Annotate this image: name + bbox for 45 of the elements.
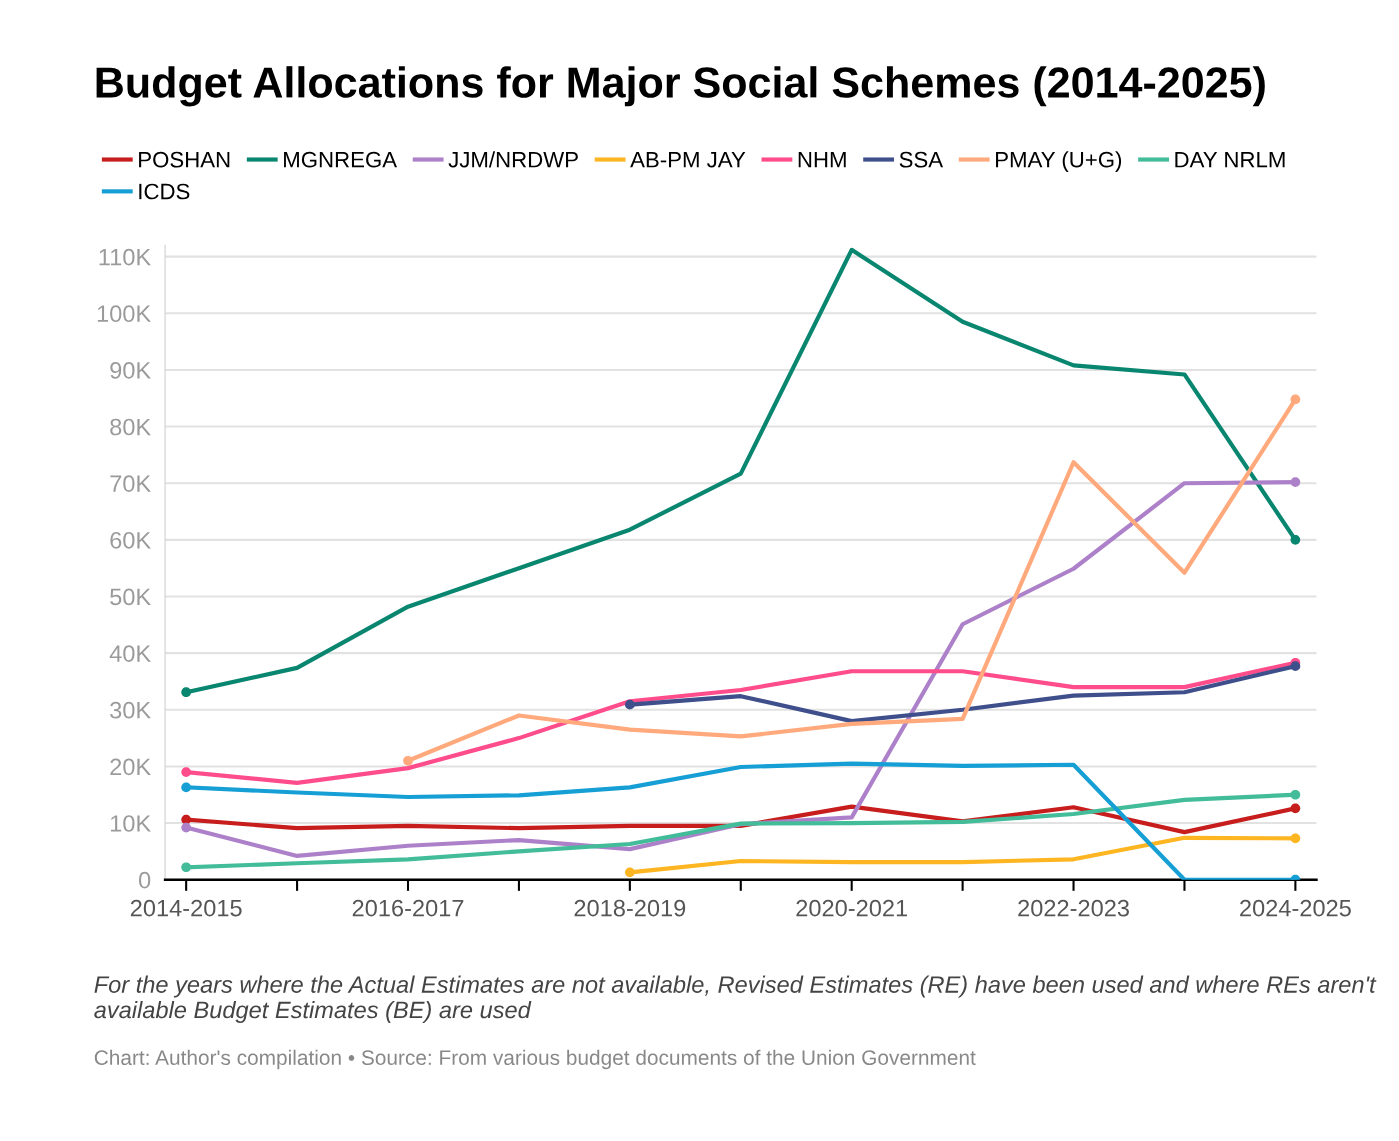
- x-tick-label: 2020-2021: [796, 899, 907, 917]
- text: For the years where the Actual Estimates are not available, Revised Estimates (RE) have been used and where REs aren't available Budget Estimates (BE) are used: [94, 975, 1377, 1023]
- point: [181, 782, 192, 793]
- legend-label: DAY NRLM: [1175, 152, 1285, 168]
- y-tick-label: 90K: [110, 362, 151, 379]
- legend-label: ICDS: [139, 183, 190, 200]
- x-tick-label: 2016-2017: [352, 899, 464, 917]
- y-tick-label: 30K: [110, 701, 151, 719]
- legend-label: SSA: [899, 151, 944, 168]
- legend-label: AB-PM JAY: [630, 152, 746, 168]
- y-tick-label: 10K: [110, 815, 151, 832]
- x-tick-label: 2018-2019: [574, 899, 686, 917]
- point: [181, 767, 192, 777]
- y-tick-label: 80K: [110, 418, 151, 436]
- y-tick-label: 100K: [97, 305, 151, 323]
- point: [1290, 394, 1301, 405]
- x-tick-label: 2014-2015: [130, 899, 242, 917]
- legend-label: MGNREGA: [284, 151, 398, 168]
- point: [1290, 477, 1301, 487]
- legend-label: POSHAN: [139, 151, 230, 168]
- chart-title: Budget Allocations for Major Social Schemes (2014-2025): [96, 66, 1265, 107]
- y-tick-label: 40K: [109, 645, 151, 662]
- y-tick-label: 60K: [110, 531, 151, 549]
- point: [181, 822, 192, 833]
- y-tick-label: 70K: [110, 475, 151, 492]
- y-tick-label: 20K: [110, 758, 151, 776]
- point: [403, 755, 413, 766]
- text: Chart: Author's compilation • Source: From various budget documents of the Union Government: [94, 1049, 976, 1070]
- legend-label: PMAY (U+G): [996, 151, 1122, 172]
- point: [181, 862, 192, 873]
- x-tick-label: 2022-2023: [1018, 899, 1129, 917]
- point: [624, 699, 635, 710]
- y-tick-label: 0: [138, 871, 151, 889]
- point: [1290, 661, 1301, 672]
- point: [624, 867, 635, 878]
- point: [1290, 803, 1301, 814]
- point: [1290, 833, 1301, 844]
- legend-label: JJM/NRDWP: [448, 151, 578, 168]
- legend-label: NHM: [798, 152, 846, 168]
- x-tick-label: 2024-2025: [1240, 899, 1351, 917]
- point: [1290, 789, 1301, 800]
- point: [1290, 534, 1301, 545]
- y-tick-label: 110K: [99, 248, 151, 266]
- y-tick-label: 50K: [110, 588, 151, 606]
- point: [181, 687, 192, 698]
